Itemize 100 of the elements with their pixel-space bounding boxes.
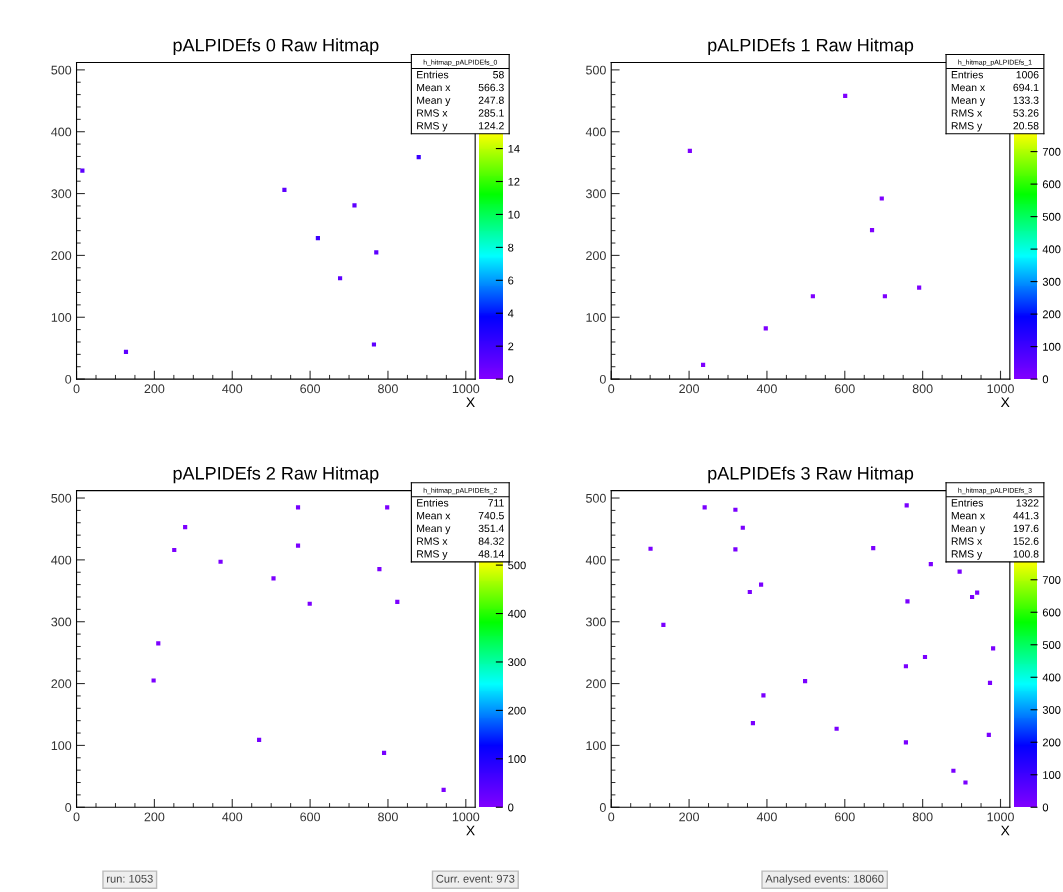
point <box>987 680 993 686</box>
text: run: 1053 <box>107 874 153 883</box>
x-tick-label: 1000 <box>987 384 1014 394</box>
x-axis-title: X <box>1000 397 1010 408</box>
text: Mean y 247.8 <box>417 96 504 106</box>
x-tick-label: 800 <box>912 384 933 394</box>
point <box>701 362 706 367</box>
point <box>338 276 343 281</box>
color-bar-label: 700 <box>1042 576 1061 584</box>
point <box>295 543 301 548</box>
color-bar-label: 500 <box>508 561 526 570</box>
point <box>395 599 400 605</box>
color-bar-label: 14 <box>508 144 520 153</box>
x-tick-label: 600 <box>835 384 855 394</box>
color-bar-label: 300 <box>1042 706 1061 714</box>
point <box>733 547 738 552</box>
y-tick-label: 200 <box>586 679 606 689</box>
y-tick-label: 300 <box>51 617 72 627</box>
point <box>869 227 875 233</box>
point <box>352 203 357 208</box>
point <box>803 679 808 684</box>
color-bar-label: 12 <box>508 177 520 186</box>
point <box>315 236 320 241</box>
point <box>905 599 910 604</box>
point <box>282 187 287 192</box>
text: RMS x 285.1 <box>417 109 504 117</box>
color-bar-label: 700 <box>1042 147 1061 156</box>
color-bar-label: 100 <box>1043 771 1061 779</box>
y-tick-label: 500 <box>586 65 606 75</box>
text: Mean x 740.5 <box>417 511 504 520</box>
x-tick-label: 400 <box>756 384 777 394</box>
x-axis-title: X <box>466 397 475 408</box>
point <box>986 732 991 737</box>
x-tick-label: 200 <box>144 812 165 822</box>
point <box>381 750 387 755</box>
point <box>928 562 933 567</box>
color-bar-label: 4 <box>507 309 514 318</box>
color-bar-label: 300 <box>508 658 526 667</box>
y-tick-label: 300 <box>585 189 606 199</box>
y-tick-label: 500 <box>51 65 72 75</box>
x-tick-label: 0 <box>73 812 80 822</box>
text: Mean y 197.6 <box>951 524 1039 535</box>
color-bar-label: 0 <box>1042 375 1049 384</box>
y-tick-label: 100 <box>51 741 72 751</box>
text: RMS y 48.14 <box>417 550 504 560</box>
point <box>747 589 752 595</box>
text: Mean y 351.4 <box>417 524 504 535</box>
text: RMS x 152.6 <box>951 537 1039 545</box>
text: RMS y 124.2 <box>417 122 504 132</box>
color-bar-label: 0 <box>508 375 514 384</box>
y-tick-label: 400 <box>51 555 72 565</box>
point <box>648 546 653 551</box>
color-bar-label: 100 <box>1043 342 1061 351</box>
point <box>80 168 85 173</box>
point <box>763 326 768 331</box>
point <box>903 740 908 745</box>
point <box>661 622 666 627</box>
color-bar-label: 200 <box>508 706 526 715</box>
x-tick-label: 0 <box>73 384 80 394</box>
text: Entries 1006 <box>951 70 1039 79</box>
y-tick-label: 0 <box>599 374 606 384</box>
point <box>991 646 996 651</box>
point <box>975 590 980 595</box>
point <box>871 546 876 551</box>
x-axis-title: X <box>466 825 475 836</box>
point <box>963 780 968 785</box>
point <box>183 525 188 530</box>
text: RMS y 20.58 <box>951 122 1039 132</box>
y-tick-label: 0 <box>65 803 72 812</box>
color-bar-label: 0 <box>508 803 514 812</box>
color-bar-label: 600 <box>1042 608 1061 617</box>
text: Entries 711 <box>417 498 504 507</box>
point <box>257 737 262 742</box>
y-tick-label: 300 <box>585 617 606 627</box>
chart-title: pALPIDEfs 1 Raw Hitmap <box>708 38 914 56</box>
point <box>151 678 156 683</box>
x-tick-label: 200 <box>679 812 700 822</box>
point <box>687 148 692 153</box>
point <box>123 349 129 354</box>
point <box>156 641 161 646</box>
x-tick-label: 1000 <box>452 812 480 822</box>
point <box>904 503 909 508</box>
y-tick-label: 0 <box>65 374 72 384</box>
point <box>879 196 884 201</box>
text: RMS x 84.32 <box>417 537 504 545</box>
point <box>957 569 962 574</box>
y-tick-label: 100 <box>586 741 606 751</box>
point <box>882 294 887 299</box>
chart-title: pALPIDEfs 3 Raw Hitmap <box>708 466 914 484</box>
y-tick-label: 400 <box>585 127 606 137</box>
color-bar-label: 100 <box>508 755 526 763</box>
y-tick-label: 100 <box>586 313 606 322</box>
x-tick-label: 0 <box>608 384 615 394</box>
point <box>702 505 707 510</box>
text: RMS x 53.26 <box>951 109 1039 117</box>
x-tick-label: 1000 <box>452 384 480 394</box>
color-bar-label: 400 <box>1042 245 1061 254</box>
color-bar-label: 8 <box>508 243 514 252</box>
color-bar-label: 600 <box>1042 180 1061 189</box>
y-tick-label: 500 <box>586 493 606 503</box>
